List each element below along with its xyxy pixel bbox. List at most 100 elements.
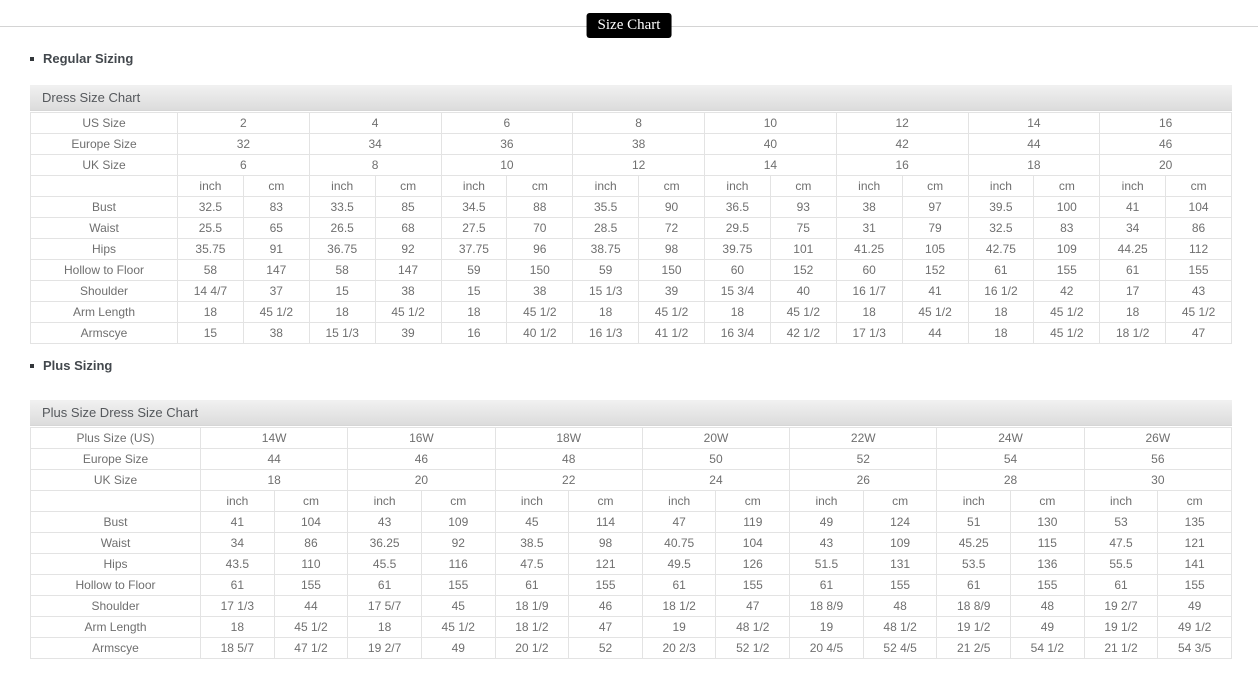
measurement-row: Hollow to Floor 61 155 61 155 61 155 61 155 61 155… [30, 574, 1232, 596]
measurement-value-cell: 44 [901, 322, 969, 344]
measurement-value-cell: 35.5 [572, 196, 640, 218]
measurement-value-cell: 45.25 [936, 532, 1012, 554]
row-label: Hips [30, 553, 201, 575]
size-value-cell: 12 [572, 154, 705, 176]
size-value-cell: 16 [835, 154, 969, 176]
measurement-value-cell: 70 [506, 217, 574, 239]
size-value-cell: 26W [1083, 427, 1233, 449]
size-value-cell: 50 [641, 448, 791, 470]
measurement-value-cell: 98 [638, 238, 705, 260]
measurement-value-cell: 155 [862, 574, 938, 596]
unit-cm-cell: cm [715, 490, 791, 512]
measurement-value-cell: 155 [1157, 574, 1232, 596]
measurement-value-cell: 116 [420, 553, 496, 575]
measurement-value-cell: 19 [641, 616, 717, 638]
size-header-row: Plus Size (US) 14W 16W 18W 20W 22W 24W 26W [30, 427, 1233, 449]
measurement-value-cell: 16 1/7 [835, 280, 903, 302]
row-label: Waist [30, 532, 201, 554]
unit-row: inch cm inch cm inch cm inch cm inch cm inch cm inch… [30, 175, 1232, 197]
regular-sizing-heading-label: Regular Sizing [43, 51, 134, 66]
unit-cm-cell: cm [1033, 175, 1101, 197]
size-value-cell: 32 [177, 133, 310, 155]
measurement-value-cell: 38 [374, 280, 442, 302]
measurement-value-cell: 38 [506, 280, 574, 302]
measurement-value-cell: 98 [568, 532, 643, 554]
measurement-value-cell: 42 [1033, 280, 1101, 302]
measurement-row: Arm Length 18 45 1/2 18 45 1/2 18 1/2 47 19 48 1… [30, 616, 1232, 638]
measurement-value-cell: 51 [936, 511, 1012, 533]
measurement-value-cell: 18 1/9 [494, 595, 570, 617]
measurement-value-cell: 29.5 [704, 217, 771, 239]
size-value-cell: 40 [704, 133, 837, 155]
unit-cm-cell: cm [242, 175, 310, 197]
row-label: Armscye [30, 322, 178, 344]
page-title: Size Chart [586, 13, 672, 38]
measurement-value-cell: 109 [862, 532, 938, 554]
measurement-value-cell: 124 [862, 511, 938, 533]
measurement-value-cell: 49.5 [641, 553, 717, 575]
measurement-value-cell: 52 4/5 [862, 637, 938, 659]
size-value-cell: 22W [789, 427, 938, 449]
measurement-value-cell: 35.75 [177, 238, 244, 260]
measurement-value-cell: 32.5 [177, 196, 244, 218]
measurement-value-cell: 59 [440, 259, 508, 281]
measurement-value-cell: 45 1/2 [1033, 301, 1101, 323]
measurement-value-cell: 45.5 [347, 553, 422, 575]
size-value-cell: 16W [347, 427, 496, 449]
size-value-cell: 48 [494, 448, 643, 470]
row-label: Europe Size [30, 133, 178, 155]
measurement-value-cell: 15 [177, 322, 244, 344]
row-label: Arm Length [30, 301, 178, 323]
measurement-value-cell: 18 1/2 [1099, 322, 1167, 344]
unit-cm-cell: cm [638, 175, 705, 197]
unit-inch-cell: inch [440, 175, 508, 197]
measurement-value-cell: 150 [506, 259, 574, 281]
size-value-cell: 24W [936, 427, 1085, 449]
measurement-value-cell: 59 [572, 259, 640, 281]
measurement-value-cell: 43 [789, 532, 864, 554]
measurement-row: Armscye 18 5/7 47 1/2 19 2/7 49 20 1/2 52 20 2/… [30, 637, 1232, 659]
measurement-value-cell: 44.25 [1099, 238, 1167, 260]
measurement-value-cell: 97 [901, 196, 969, 218]
measurement-value-cell: 17 [1099, 280, 1167, 302]
measurement-value-cell: 49 [420, 637, 496, 659]
measurement-value-cell: 48 [1010, 595, 1085, 617]
measurement-value-cell: 79 [901, 217, 969, 239]
measurement-value-cell: 61 [1083, 574, 1159, 596]
size-value-cell: 12 [835, 112, 969, 134]
measurement-value-cell: 147 [242, 259, 310, 281]
measurement-value-cell: 15 [308, 280, 376, 302]
measurement-value-cell: 60 [835, 259, 903, 281]
regular-sizing-heading: Regular Sizing [30, 51, 1232, 66]
measurement-value-cell: 18 [835, 301, 903, 323]
measurement-value-cell: 19 1/2 [936, 616, 1012, 638]
measurement-value-cell: 19 2/7 [347, 637, 422, 659]
unit-inch-cell: inch [936, 490, 1012, 512]
measurement-value-cell: 68 [374, 217, 442, 239]
measurement-value-cell: 16 3/4 [704, 322, 771, 344]
measurement-value-cell: 18 8/9 [789, 595, 864, 617]
measurement-value-cell: 46 [568, 595, 643, 617]
size-value-cell: 44 [967, 133, 1101, 155]
measurement-value-cell: 15 1/3 [572, 280, 640, 302]
measurement-value-cell: 31 [835, 217, 903, 239]
measurement-value-cell: 27.5 [440, 217, 508, 239]
row-label: US Size [30, 112, 178, 134]
measurement-value-cell: 45 1/2 [420, 616, 496, 638]
measurement-value-cell: 19 1/2 [1083, 616, 1159, 638]
measurement-value-cell: 45 1/2 [901, 301, 969, 323]
measurement-value-cell: 40.75 [641, 532, 717, 554]
measurement-row: Bust 41 104 43 109 45 114 47 119 49 124 51 130 53 135 [30, 511, 1232, 533]
size-value-cell: 54 [936, 448, 1085, 470]
size-value-cell: 14W [199, 427, 349, 449]
size-value-cell: 6 [440, 112, 574, 134]
measurement-value-cell: 47 [641, 511, 717, 533]
unit-cm-cell: cm [1165, 175, 1232, 197]
measurement-value-cell: 109 [1033, 238, 1101, 260]
measurement-value-cell: 40 [769, 280, 837, 302]
measurement-value-cell: 49 [1157, 595, 1232, 617]
row-label: Plus Size (US) [30, 427, 201, 449]
measurement-value-cell: 41 1/2 [638, 322, 705, 344]
unit-row: inch cm inch cm inch cm inch cm inch cm inch cm inch… [30, 490, 1232, 512]
measurement-value-cell: 51.5 [789, 553, 864, 575]
